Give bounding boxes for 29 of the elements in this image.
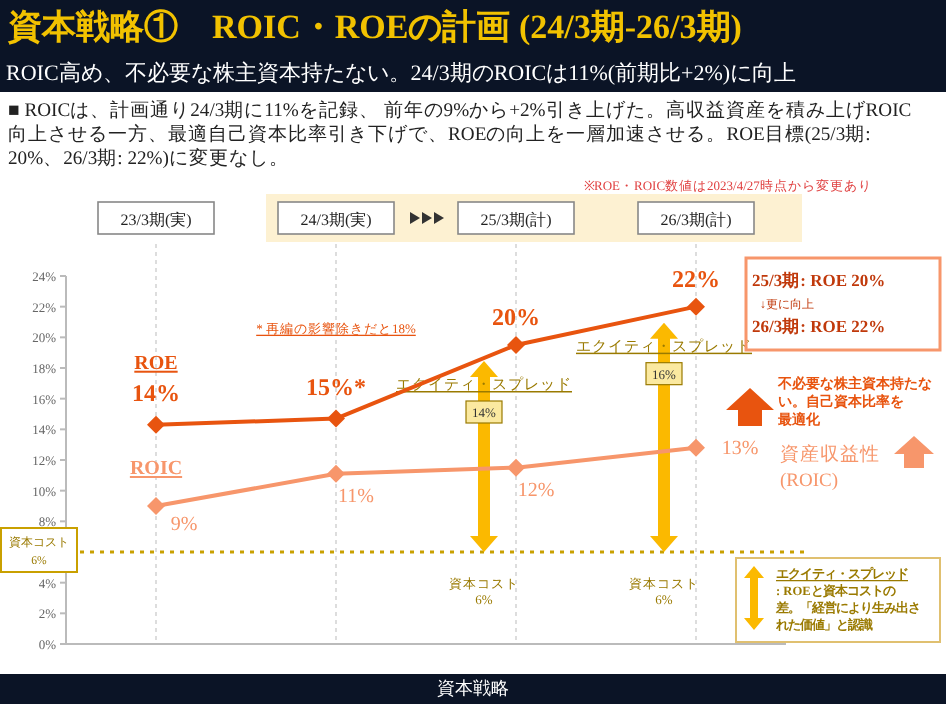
annotation: 25/3期: ROE 20% xyxy=(752,270,886,290)
point xyxy=(327,409,345,428)
text: ■ ROICは、計画通り24/3期に11%を記録、 前年の9%から+2%引き上げた。高収益資産を積み上げROIC向上させる一方、最適自己資本比率引き下げで、ROEの向上を一層加速させる。ROE目標(25/3期: 20%、26/3期: 22%)に変更なし。 xyxy=(8,100,912,172)
data-label: 22% xyxy=(672,264,720,293)
chart-title: 資本戦略① ROIC・ROEの計画 (24/3期-26/3期) xyxy=(8,6,742,50)
data-label: 14% xyxy=(132,378,180,407)
text: ROE xyxy=(134,352,179,375)
chart-subtitle: ROIC高め、不必要な株主資本持たない。24/3期のROICは11%(前期比+2%)に向上 xyxy=(6,59,797,88)
point xyxy=(507,458,525,477)
x-tick-label: 26/3期(計) xyxy=(660,211,733,229)
data-label: 12% xyxy=(517,479,555,502)
data-label: 13% xyxy=(721,437,759,460)
data-label: 9% xyxy=(170,514,198,536)
point xyxy=(687,438,705,457)
annotation: 26/3期: ROE 22% xyxy=(752,316,886,336)
text: 資本戦略 xyxy=(0,674,946,704)
point xyxy=(327,464,345,483)
x-tick-label: 24/3期(実) xyxy=(300,211,373,229)
point xyxy=(687,297,705,316)
point xyxy=(147,497,165,515)
point xyxy=(147,415,165,434)
data-label: 11% xyxy=(338,485,374,508)
x-tick-label: 25/3期(計) xyxy=(480,211,553,229)
annotation: 資産収益性 (ROIC) xyxy=(780,442,880,492)
data-label: 15%* xyxy=(306,372,366,401)
x-tick-label: 23/3期(実) xyxy=(120,211,193,229)
series-label: ROIC xyxy=(129,458,183,480)
data-label: 20% xyxy=(492,303,540,331)
point xyxy=(507,336,525,354)
